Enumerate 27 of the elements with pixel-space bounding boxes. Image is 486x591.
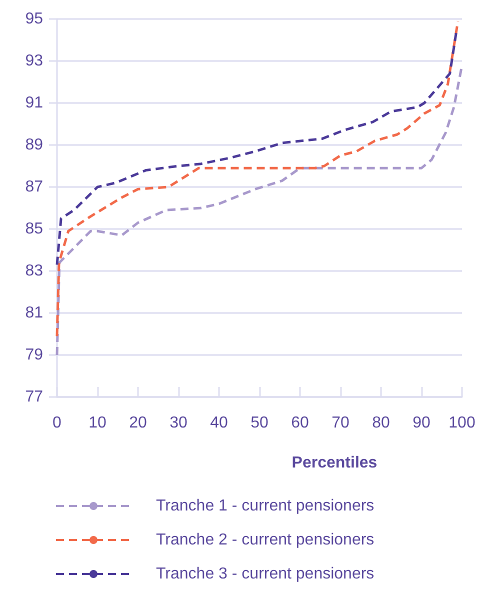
x-tick-label: 90	[412, 414, 430, 432]
x-tick-label: 30	[170, 414, 188, 432]
x-tick-label: 10	[88, 414, 106, 432]
y-tick-label: 85	[25, 220, 44, 238]
x-tick-label: 0	[52, 414, 62, 432]
y-tick-label: 95	[25, 10, 44, 28]
y-tick-label: 79	[25, 346, 44, 364]
x-axis-title: Percentiles	[292, 454, 378, 472]
x-tick-label: 70	[332, 414, 350, 432]
x-tick-label: 80	[372, 414, 390, 432]
line-series	[56, 20, 460, 338]
x-tick-label: 40	[210, 414, 228, 432]
legend-label: Tranche 3 - current pensioners	[156, 566, 374, 582]
y-tick-label: 81	[25, 304, 44, 322]
y-tick-label: 87	[25, 178, 44, 196]
legend-label: Tranche 2 - current pensioners	[156, 532, 374, 548]
x-tick-label: 20	[129, 414, 147, 432]
x-tick-label: 50	[250, 414, 268, 432]
line-series	[56, 30, 458, 266]
y-tick-label: 83	[25, 262, 44, 280]
y-tick-label: 77	[25, 388, 44, 406]
x-tick-label: 60	[291, 414, 309, 432]
legend-label: Tranche 1 - current pensioners	[156, 498, 374, 514]
y-tick-label: 89	[25, 136, 44, 154]
y-tick-label: 91	[25, 94, 44, 112]
y-tick-label: 93	[25, 52, 44, 70]
x-tick-label: 100	[448, 414, 476, 432]
